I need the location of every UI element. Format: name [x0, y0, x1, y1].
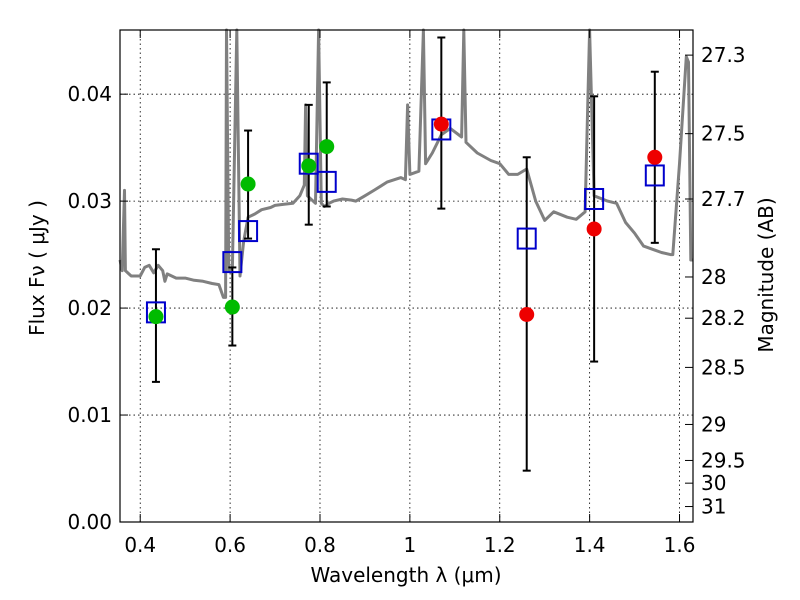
band-flux-square [238, 220, 259, 243]
y-tick-label: 0.02 [67, 296, 112, 320]
model-band-fluxes [145, 118, 665, 324]
x-tick-labels: 0.4 0.6 0.8 1 1.2 1.4 1.6 [124, 533, 695, 557]
x-axis-label: Wavelength λ (μm) [310, 563, 501, 587]
band-flux-square [516, 227, 537, 250]
observed-flux-point [433, 116, 449, 132]
band-flux-square [298, 152, 319, 175]
x-tick-label: 0.6 [214, 533, 246, 557]
observed-fluxes [148, 116, 663, 325]
x-tick-label: 1 [404, 533, 417, 557]
magnitude-axis-label: Magnitude (AB) [754, 197, 778, 352]
x-tick-label: 1.6 [664, 533, 696, 557]
observed-flux-point [647, 149, 663, 165]
observed-flux-point [301, 158, 317, 174]
magnitude-tick-label: 29 [701, 412, 726, 436]
y-tick-label: 0.03 [67, 189, 112, 213]
band-flux-square [316, 170, 337, 193]
observed-flux-point [519, 307, 535, 323]
grid-lines [120, 30, 693, 523]
magnitude-tick-label: 30 [701, 471, 726, 495]
x-tick-label: 0.8 [304, 533, 336, 557]
axis-ticks [120, 30, 693, 523]
y-tick-label: 0.04 [67, 82, 112, 106]
spectrum-line [118, 28, 693, 299]
magnitude-tick-label: 28.5 [701, 355, 746, 379]
y-axis-label: Flux Fν ( μJy ) [25, 200, 49, 336]
magnitude-tick-label: 31 [701, 495, 726, 519]
magnitude-tick-label: 27.7 [701, 187, 746, 211]
y-tick-label: 0.00 [67, 510, 112, 534]
band-flux-square [584, 187, 605, 210]
magnitude-tick-label: 29.5 [701, 448, 746, 472]
observed-flux-point [586, 221, 602, 237]
observed-flux-point [319, 139, 335, 155]
model-spectrum [118, 28, 693, 299]
magnitude-tick-label: 28.2 [701, 306, 746, 330]
observed-flux-point [148, 309, 164, 325]
x-tick-label: 1.2 [484, 533, 516, 557]
magnitude-tick-label: 28 [701, 265, 726, 289]
x-tick-label: 1.4 [574, 533, 606, 557]
magnitude-tick-label: 27.5 [701, 122, 746, 146]
plot-frame [119, 29, 694, 523]
x-tick-label: 0.4 [124, 533, 156, 557]
observed-flux-point [240, 176, 256, 192]
observed-flux-point [224, 299, 240, 315]
band-flux-square [644, 164, 665, 187]
y-tick-labels: 0.00 0.01 0.02 0.03 0.04 [67, 82, 112, 534]
magnitude-tick-label: 27.3 [701, 43, 746, 67]
band-flux-square [222, 251, 243, 274]
y-tick-label: 0.01 [67, 403, 112, 427]
